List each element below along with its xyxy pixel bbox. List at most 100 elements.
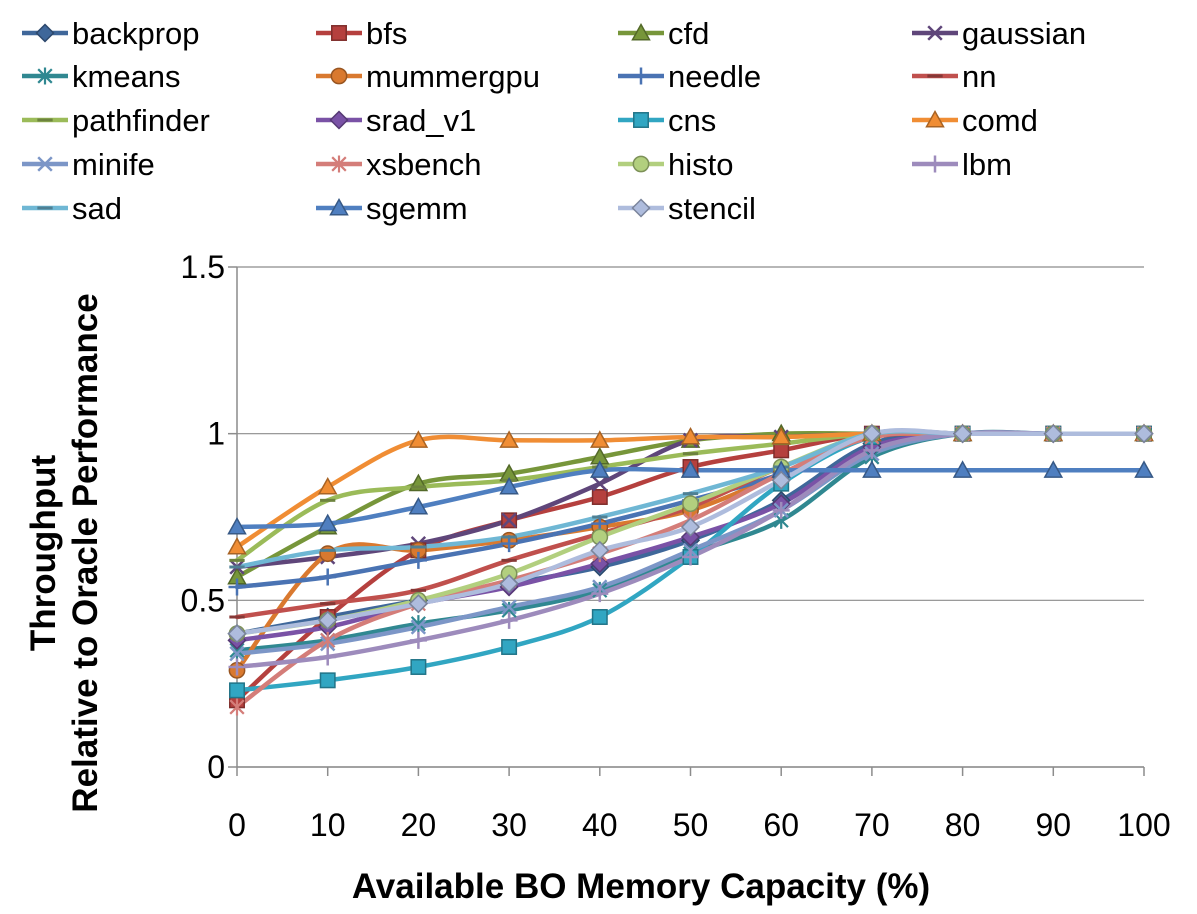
legend-item-backprop: backprop <box>22 16 200 51</box>
data-point-comd <box>408 430 429 448</box>
y-tick-label: 1 <box>207 416 225 452</box>
legend-marker-histo <box>632 155 650 173</box>
legend-marker-needle <box>632 67 650 85</box>
legend-marker-bfs <box>331 25 347 41</box>
y-tick-label: 0.5 <box>181 582 225 618</box>
x-tick-label: 40 <box>582 807 618 843</box>
legend-label: pathfinder <box>72 103 210 138</box>
x-tick-label: 20 <box>401 807 437 843</box>
legend-label: minife <box>72 147 155 182</box>
legend-label: nn <box>962 59 996 94</box>
series-markers <box>227 423 1154 716</box>
legend-item-gaussian: gaussian <box>912 16 1086 51</box>
data-point-needle <box>409 551 427 569</box>
legend-label: sgemm <box>366 191 468 226</box>
x-tick-label: 50 <box>673 807 709 843</box>
legend-label: cfd <box>668 16 709 51</box>
legend-label: sad <box>72 191 122 226</box>
x-tick-label: 0 <box>228 807 246 843</box>
data-point-sgemm <box>499 476 519 495</box>
legend-item-comd: comd <box>912 103 1038 138</box>
data-point-minife <box>501 599 517 615</box>
legend-item-bfs: bfs <box>316 16 407 51</box>
legend-item-nn: nn <box>912 59 996 94</box>
legend-item-sgemm: sgemm <box>316 191 468 226</box>
legend-item-pathfinder: pathfinder <box>22 103 210 138</box>
legend-label: srad_v1 <box>366 103 476 138</box>
legend-label: kmeans <box>72 59 181 94</box>
y-axis-title-line-1: Throughput <box>24 455 63 652</box>
y-axis-title-line-2: Relative to Oracle Performance <box>66 293 105 812</box>
data-point-bfs <box>591 489 608 505</box>
data-point-sgemm <box>227 516 247 535</box>
data-point-comd <box>499 430 519 448</box>
y-tick-label: 0 <box>207 749 225 785</box>
legend-item-mummergpu: mummergpu <box>316 59 540 94</box>
legend-label: backprop <box>72 16 200 51</box>
legend-marker-srad_v1 <box>329 110 349 130</box>
y-tick-labels: 0 0.5 1 1.5 <box>181 249 225 785</box>
data-point-lbm <box>500 611 518 629</box>
legend-item-kmeans: kmeans <box>22 59 181 94</box>
legend-label: xsbench <box>366 147 481 182</box>
data-point-cns <box>319 672 336 689</box>
data-point-mummergpu <box>319 545 337 563</box>
data-point-sgemm <box>952 460 973 478</box>
data-point-stencil <box>1043 424 1063 444</box>
legend-label: comd <box>962 103 1038 138</box>
data-point-comd <box>771 426 791 445</box>
x-tick-label: 90 <box>1036 807 1072 843</box>
legend-item-srad_v1: srad_v1 <box>316 103 476 138</box>
data-point-stencil <box>590 540 610 560</box>
data-point-sgemm <box>680 460 701 478</box>
legend-item-sad: sad <box>22 191 122 226</box>
data-point-lbm <box>772 501 790 519</box>
data-point-sgemm <box>862 460 882 478</box>
data-point-needle <box>228 578 246 596</box>
legend-marker-cns <box>633 112 649 128</box>
data-point-sgemm <box>590 460 610 478</box>
legend-label: bfs <box>366 16 407 51</box>
data-point-xsbench <box>320 631 336 649</box>
data-point-stencil <box>227 624 247 644</box>
legend-label: stencil <box>668 191 756 226</box>
data-point-sgemm <box>1043 460 1064 478</box>
data-point-srad_v1 <box>680 527 701 547</box>
legend-item-cfd: cfd <box>618 16 709 51</box>
legend-marker-minife <box>37 156 53 172</box>
legend-item-needle: needle <box>618 59 761 94</box>
data-point-stencil <box>680 517 701 537</box>
legend-label: histo <box>668 147 733 182</box>
data-point-stencil <box>1134 424 1154 444</box>
legend-marker-kmeans <box>37 67 53 85</box>
data-point-cns <box>591 609 608 625</box>
legend-marker-stencil <box>631 198 651 218</box>
legend-item-cns: cns <box>618 103 716 138</box>
x-axis-title: Available BO Memory Capacity (%) <box>352 867 930 906</box>
data-point-cns <box>410 659 427 675</box>
legend-item-lbm: lbm <box>912 147 1012 182</box>
data-point-lbm <box>591 585 609 603</box>
legend-marker-gaussian <box>927 25 943 41</box>
data-point-cns <box>501 639 518 655</box>
data-point-bfs <box>773 442 790 459</box>
x-tick-label: 80 <box>945 807 981 843</box>
data-point-cns <box>229 682 245 699</box>
x-tick-label: 100 <box>1117 807 1170 843</box>
data-point-comd <box>317 476 338 495</box>
data-point-stencil <box>771 470 791 490</box>
x-tick-label: 10 <box>310 807 346 843</box>
x-tick-label: 30 <box>491 807 527 843</box>
data-point-lbm <box>682 548 699 566</box>
data-point-stencil <box>318 610 338 630</box>
legend-label: cns <box>668 103 716 138</box>
data-point-stencil <box>862 424 882 444</box>
data-point-stencil <box>499 574 519 594</box>
data-point-sgemm <box>1134 460 1154 478</box>
data-point-needle <box>319 568 337 586</box>
data-point-sgemm <box>317 513 338 532</box>
data-point-stencil <box>953 424 973 444</box>
legend-marker-mummergpu <box>330 67 348 85</box>
x-tick-label: 70 <box>854 807 890 843</box>
